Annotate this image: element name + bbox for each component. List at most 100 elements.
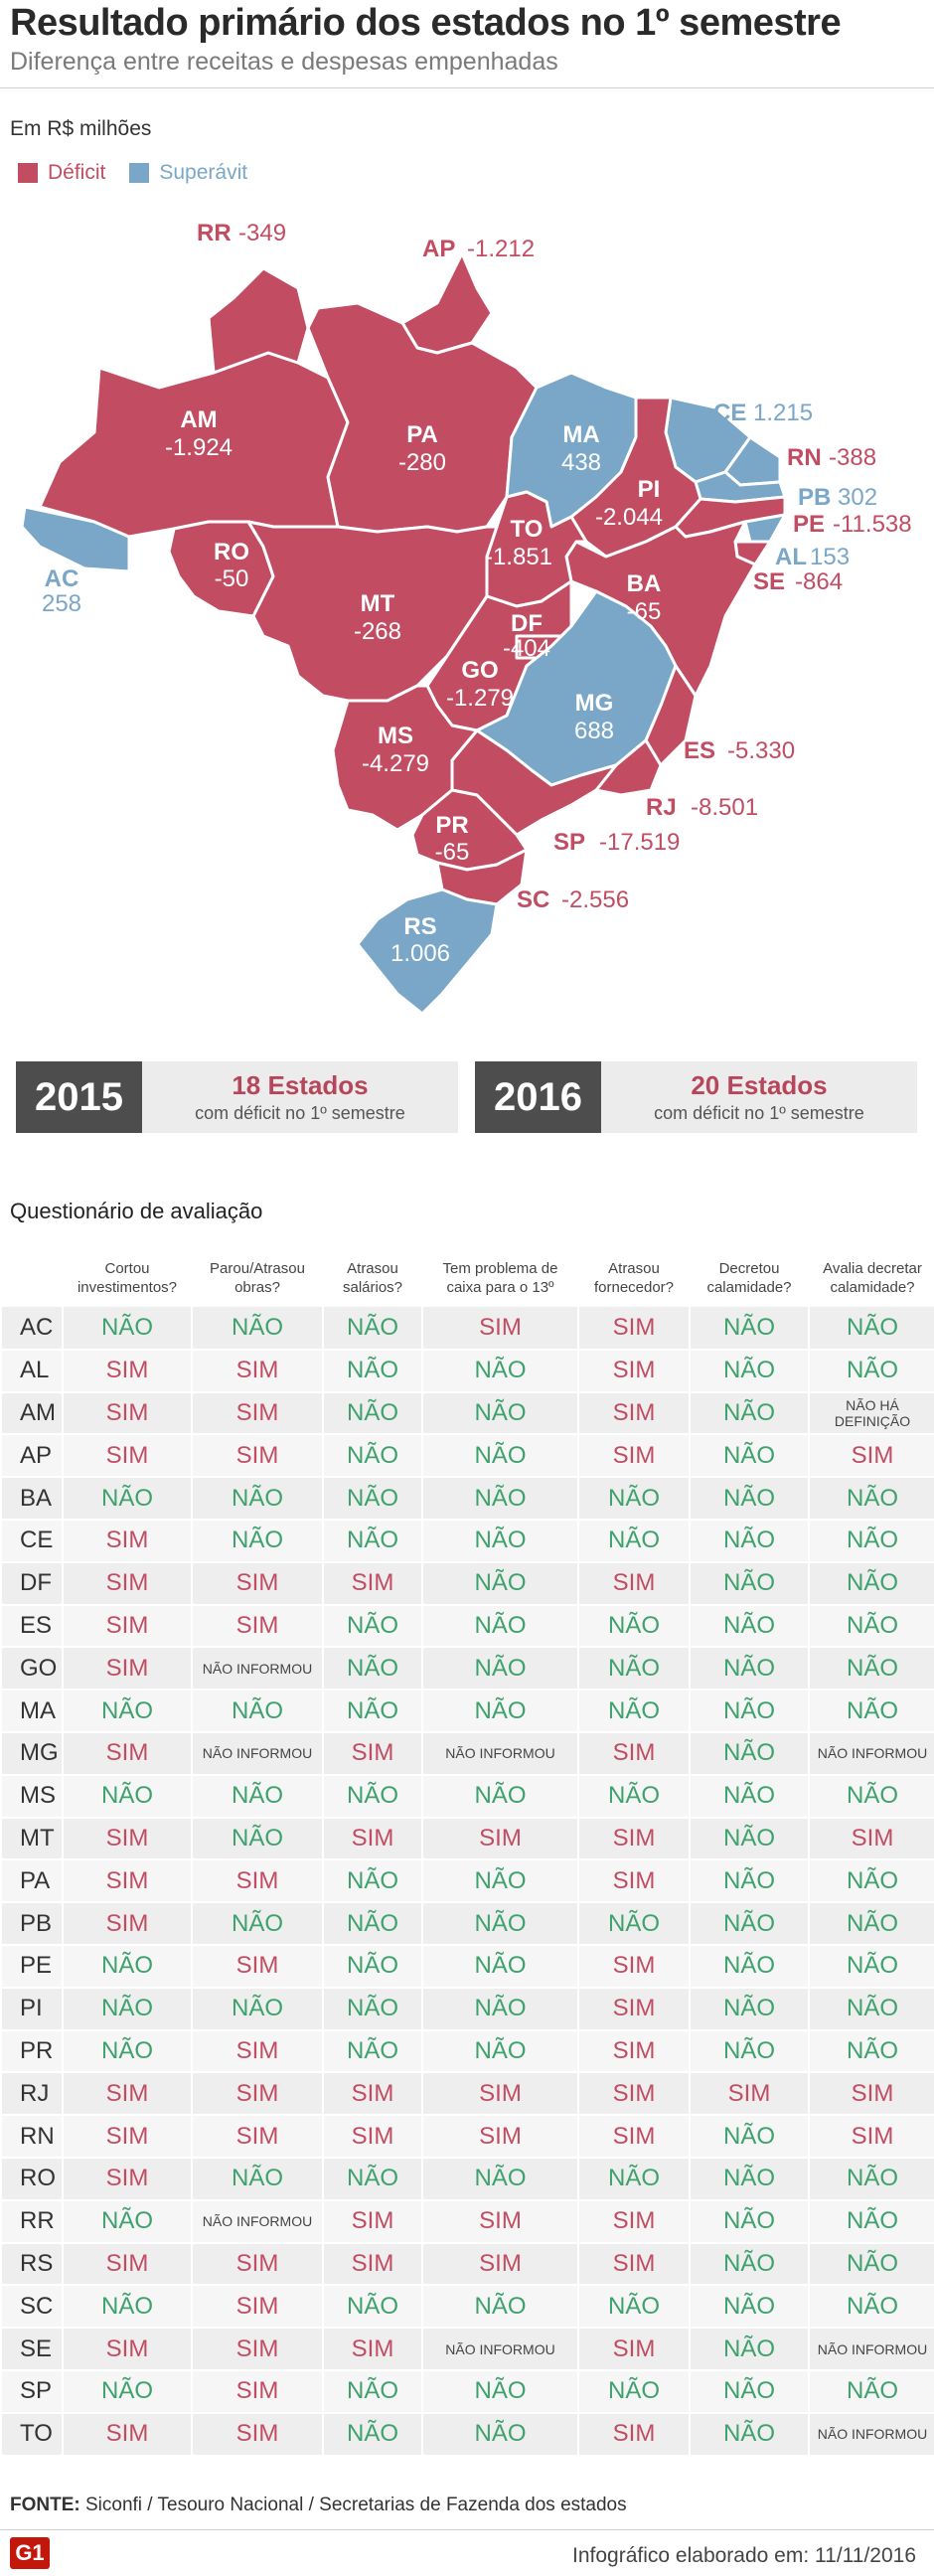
answer-cell: SIM bbox=[322, 1561, 422, 1606]
table-row: PE NÃO SIM NÃO NÃO SIM NÃO NÃO bbox=[0, 1944, 934, 1989]
answer-cell: NÃO bbox=[689, 1391, 809, 1436]
map-value-RS: 1.006 bbox=[390, 940, 450, 967]
answer-cell: SIM bbox=[191, 1859, 323, 1904]
table-row: RJ SIM SIM SIM SIM SIM SIM SIM bbox=[0, 2072, 934, 2117]
table-row: MA NÃO NÃO NÃO NÃO NÃO NÃO NÃO bbox=[0, 1690, 934, 1733]
answer-cell: NÃO bbox=[322, 2369, 422, 2414]
answer-cell: NÃO bbox=[421, 1391, 578, 1436]
map-label-BA: BA bbox=[627, 570, 662, 597]
state-cell: PA bbox=[0, 1859, 63, 1904]
answer-cell: NÃO bbox=[62, 2029, 192, 2074]
table-row: TO SIM SIM NÃO NÃO SIM NÃO NÃO INFORMOU bbox=[0, 2412, 934, 2457]
map-label-GO: GO bbox=[461, 657, 498, 684]
answer-cell: NÃO bbox=[577, 1902, 690, 1946]
map-label-SE: SE bbox=[753, 568, 785, 595]
legend-label-deficit: Déficit bbox=[48, 161, 106, 184]
answer-cell: NÃO bbox=[421, 2412, 578, 2457]
answer-cell: NÃO bbox=[191, 1987, 323, 2031]
map-label-AC: AC bbox=[45, 565, 79, 592]
answer-cell: SIM bbox=[577, 2072, 690, 2117]
state-cell: MS bbox=[0, 1774, 63, 1819]
answer-cell: SIM bbox=[421, 2115, 578, 2159]
answer-cell: NÃO bbox=[808, 1604, 934, 1649]
answer-cell: NÃO bbox=[421, 1774, 578, 1819]
table-row: SP NÃO SIM NÃO NÃO NÃO NÃO NÃO bbox=[0, 2369, 934, 2414]
source-note: FONTE: Siconfi / Tesouro Nacional / Secr… bbox=[10, 2495, 627, 2515]
answer-cell: NÃO bbox=[689, 1774, 809, 1819]
map-value-RN: -388 bbox=[829, 444, 876, 471]
table-row: AP SIM SIM NÃO NÃO SIM NÃO SIM bbox=[0, 1434, 934, 1479]
answer-cell: SIM bbox=[62, 1561, 192, 1606]
answer-cell: NÃO bbox=[577, 1477, 690, 1521]
map-label-TO: TO bbox=[511, 516, 544, 543]
answer-cell: SIM bbox=[577, 2199, 690, 2244]
answer-cell: NÃO bbox=[62, 1774, 192, 1819]
answer-cell: SIM bbox=[577, 1391, 690, 1436]
answer-cell: NÃO bbox=[322, 2157, 422, 2201]
answer-cell: NÃO bbox=[62, 1987, 192, 2031]
map-value-ES: -5.330 bbox=[727, 737, 795, 764]
answer-cell: NÃO bbox=[62, 1477, 192, 1521]
answer-cell: NÃO bbox=[421, 1519, 578, 1563]
state-cell: PI bbox=[0, 1987, 63, 2031]
answer-cell: SIM bbox=[191, 2242, 323, 2287]
answer-cell: SIM bbox=[191, 2072, 323, 2117]
answer-cell: NÃO bbox=[191, 1477, 323, 1521]
legend-swatch-superavit bbox=[129, 163, 150, 183]
answer-cell: NÃO bbox=[577, 2157, 690, 2201]
answer-cell: SIM bbox=[191, 1349, 323, 1393]
answer-cell: SIM bbox=[191, 2285, 323, 2330]
map-value-CE: 1.215 bbox=[753, 400, 813, 426]
map-label-DF: DF bbox=[511, 610, 543, 637]
answer-cell: NÃO bbox=[191, 1307, 323, 1351]
answer-cell: NÃO bbox=[62, 1690, 192, 1733]
answer-cell: SIM bbox=[577, 2412, 690, 2457]
table-row: DF SIM SIM SIM NÃO SIM NÃO NÃO bbox=[0, 1561, 934, 1606]
answer-cell: SIM bbox=[808, 2115, 934, 2159]
table-row: BA NÃO NÃO NÃO NÃO NÃO NÃO NÃO bbox=[0, 1477, 934, 1521]
answer-cell: NÃO bbox=[322, 1902, 422, 1946]
state-cell: MT bbox=[0, 1817, 63, 1861]
state-cell: RO bbox=[0, 2157, 63, 2201]
answer-cell: SIM bbox=[62, 2328, 192, 2371]
state-cell: AC bbox=[0, 1307, 63, 1351]
summary-count: 20 Estados bbox=[691, 1070, 828, 1100]
state-cell: AL bbox=[0, 1349, 63, 1393]
answer-cell: SIM bbox=[62, 2157, 192, 2201]
answer-cell: SIM bbox=[62, 1731, 192, 1776]
table-row: SE SIM SIM SIM NÃO INFORMOU SIM NÃO NÃO INFORMO… bbox=[0, 2328, 934, 2371]
map-value-AC: 258 bbox=[42, 590, 81, 617]
answer-cell: SIM bbox=[689, 2072, 809, 2117]
answer-cell: SIM bbox=[62, 1647, 192, 1691]
answer-cell: NÃO bbox=[322, 2029, 422, 2074]
state-cell: RN bbox=[0, 2115, 63, 2159]
answer-cell: NÃO INFORMOU bbox=[808, 1731, 934, 1776]
answer-cell: NÃO bbox=[689, 1647, 809, 1691]
answer-cell: NÃO bbox=[322, 1690, 422, 1733]
answer-cell: NÃO INFORMOU bbox=[191, 2199, 323, 2244]
answer-cell: NÃO INFORMOU bbox=[808, 2328, 934, 2371]
answer-cell: SIM bbox=[577, 2115, 690, 2159]
answer-cell: NÃO bbox=[808, 1987, 934, 2031]
answer-cell: SIM bbox=[62, 2115, 192, 2159]
answer-cell: NÃO bbox=[191, 1902, 323, 1946]
answer-cell: NÃO bbox=[808, 2029, 934, 2074]
answer-cell: NÃO bbox=[577, 1774, 690, 1819]
state-cell: MA bbox=[0, 1690, 63, 1733]
answer-cell: NÃO bbox=[689, 2199, 809, 2244]
answer-cell: NÃO bbox=[689, 2412, 809, 2457]
state-cell: SC bbox=[0, 2285, 63, 2330]
state-cell: GO bbox=[0, 1647, 63, 1691]
answer-cell: SIM bbox=[191, 1561, 323, 1606]
answer-cell: NÃO bbox=[322, 1477, 422, 1521]
header-decretou: Decretou calamidade? bbox=[689, 1250, 809, 1307]
answer-cell: NÃO bbox=[62, 1307, 192, 1351]
state-cell: PB bbox=[0, 1902, 63, 1946]
answer-cell: SIM bbox=[808, 1817, 934, 1861]
answer-cell: NÃO bbox=[322, 1604, 422, 1649]
answer-cell: SIM bbox=[62, 1859, 192, 1904]
legend-item-deficit: Déficit bbox=[18, 161, 105, 185]
map-value-SE: -864 bbox=[795, 568, 843, 595]
map-label-PA: PA bbox=[406, 421, 438, 448]
answer-cell: SIM bbox=[322, 1731, 422, 1776]
